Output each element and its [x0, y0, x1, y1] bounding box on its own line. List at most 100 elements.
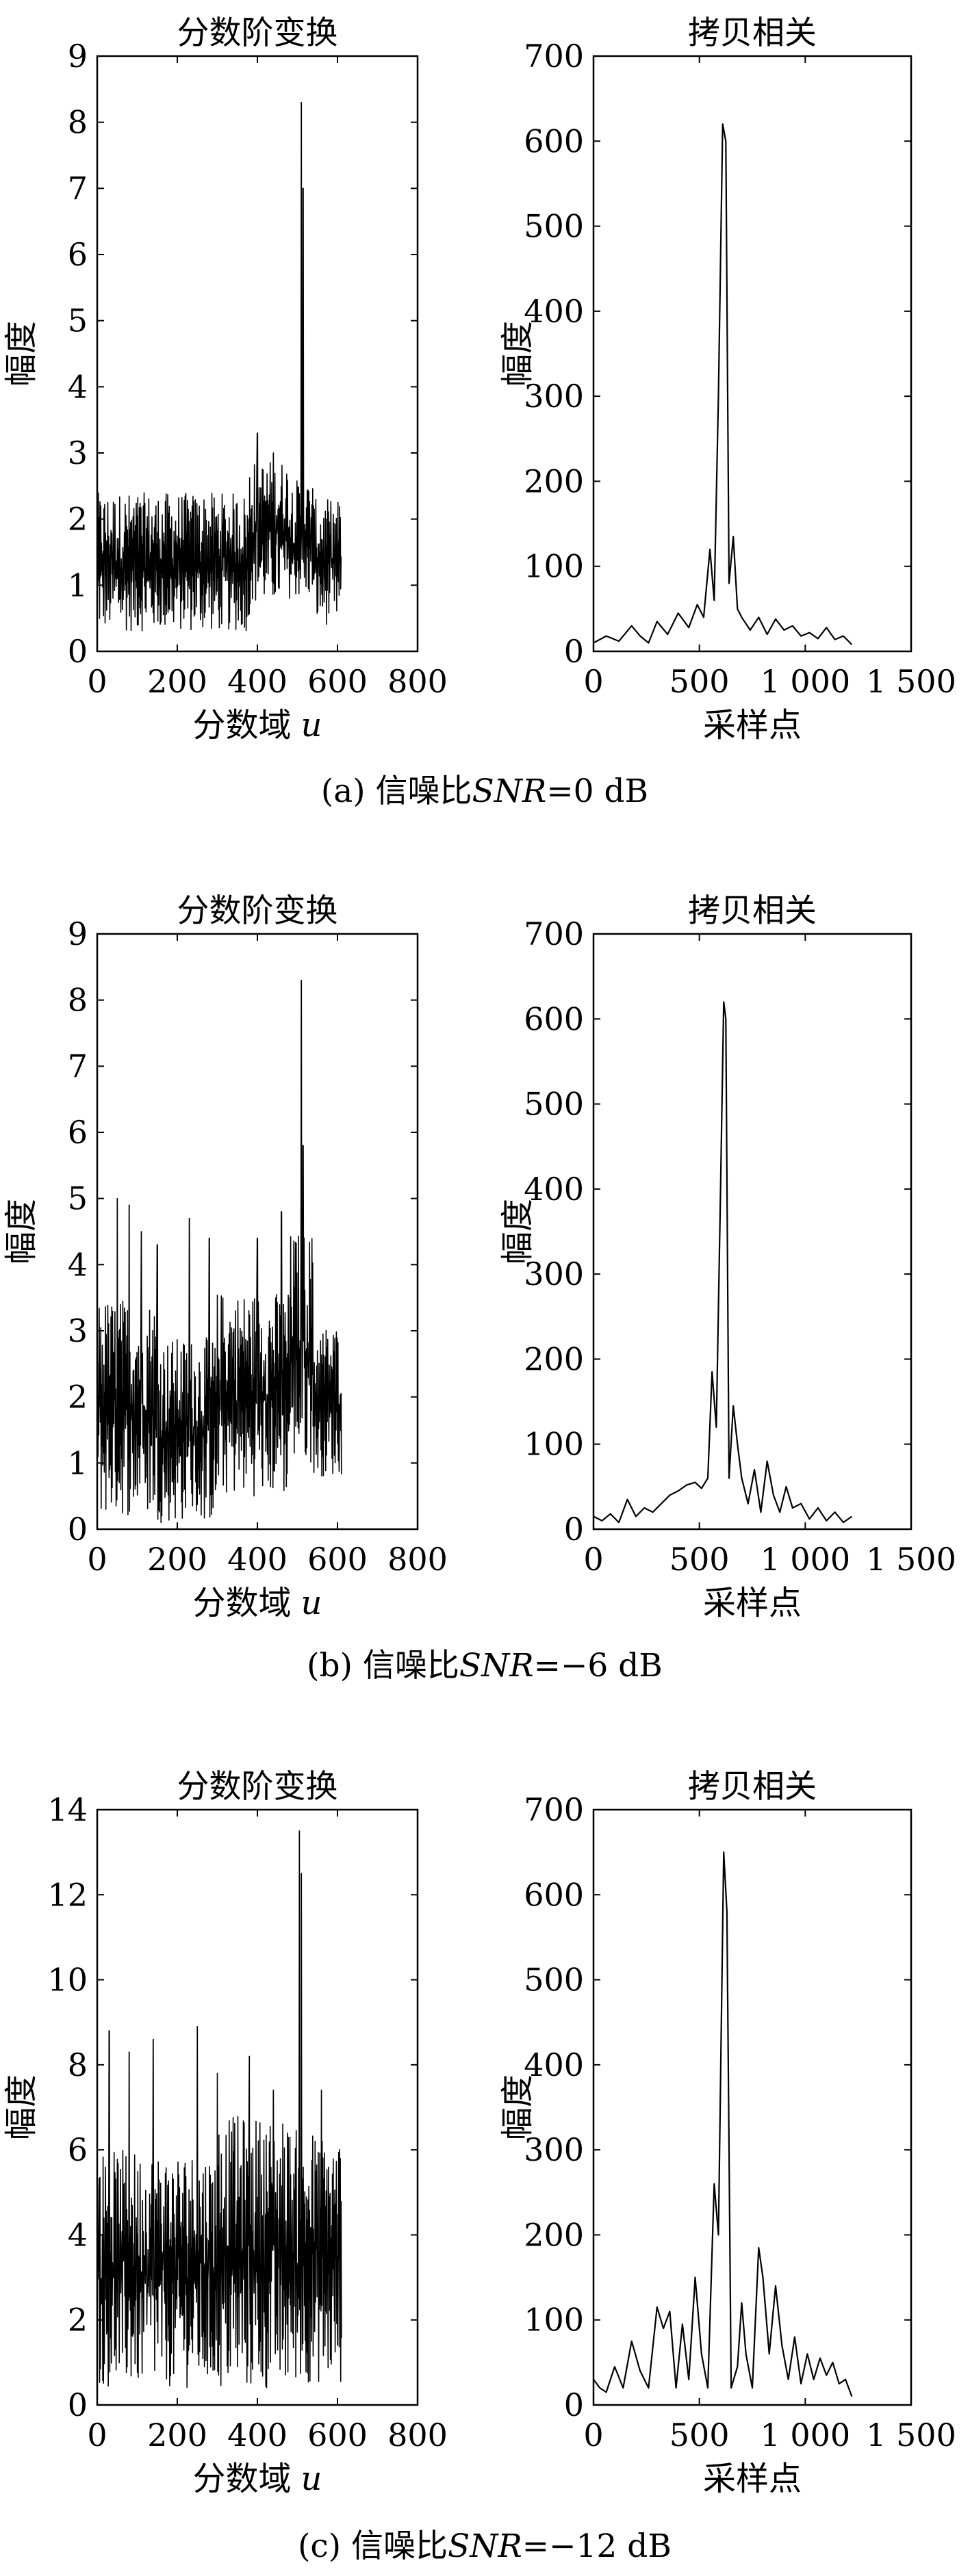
x-tick-label: 0 [87, 663, 107, 700]
y-tick-label: 5 [68, 302, 88, 339]
panel-caption: (c) 信噪比SNR=−12 dB [298, 2527, 672, 2565]
x-axis-label: 分数域 u [193, 706, 322, 744]
y-tick-label: 100 [524, 1426, 584, 1463]
x-tick-label: 200 [147, 663, 207, 700]
y-tick-label: 8 [68, 982, 88, 1019]
x-tick-label: 1 000 [760, 663, 850, 700]
caption-symbol: SNR [448, 2527, 522, 2565]
x-axis-label-text: 采样点 [703, 706, 802, 744]
y-tick-label: 9 [68, 38, 88, 75]
y-tick-label: 7 [68, 170, 88, 207]
y-tick-label: 200 [524, 2216, 584, 2253]
x-tick-label: 1 000 [760, 1541, 850, 1578]
x-tick-label: 0 [87, 1541, 107, 1578]
y-tick-label: 12 [47, 1876, 88, 1913]
y-tick-label: 9 [68, 915, 88, 952]
y-tick-label: 200 [524, 463, 584, 499]
y-tick-label: 200 [524, 1340, 584, 1377]
x-tick-label: 400 [227, 663, 288, 700]
y-tick-label: 10 [47, 1962, 88, 1999]
x-tick-label: 500 [669, 2417, 730, 2454]
caption-label: (b) 信噪比 [307, 1647, 459, 1684]
y-tick-label: 3 [68, 434, 88, 471]
x-axis-label-text: 采样点 [703, 2460, 802, 2498]
y-tick-label: 0 [68, 1511, 88, 1548]
y-tick-label: 600 [524, 1876, 584, 1913]
y-axis-label: 幅度 [2, 2074, 40, 2140]
y-axis-label: 幅度 [498, 2074, 537, 2140]
x-tick-label: 600 [307, 663, 368, 700]
chart-title: 分数阶变换 [177, 1768, 338, 1806]
chart-title: 拷贝相关 [688, 14, 817, 52]
y-tick-label: 700 [524, 1791, 584, 1828]
x-axis-label: 采样点 [703, 706, 802, 744]
x-tick-label: 800 [387, 1541, 448, 1578]
y-tick-label: 300 [524, 2131, 584, 2168]
x-tick-label: 400 [227, 1541, 288, 1578]
x-tick-label: 1 500 [866, 663, 956, 700]
x-tick-label: 600 [307, 2417, 368, 2454]
x-axis-symbol: u [301, 1584, 322, 1622]
axes-frame [592, 933, 912, 1531]
y-tick-label: 500 [524, 1962, 584, 1999]
caption-value: =−6 dB [534, 1647, 663, 1684]
x-tick-label: 800 [387, 663, 448, 700]
y-tick-label: 0 [564, 2386, 584, 2423]
x-axis-label-text: 分数域 [193, 2460, 292, 2498]
series-line [593, 123, 853, 645]
series-line [593, 1001, 853, 1524]
caption-value: =−12 dB [522, 2527, 672, 2565]
y-tick-label: 400 [524, 1171, 584, 1208]
series-line [97, 979, 342, 1523]
x-axis-label-text: 分数域 [193, 706, 292, 744]
x-tick-label: 0 [87, 2417, 107, 2454]
copy-correlation-chart: 拷贝相关 0 100 200 300 400 500 600 700 0 500 1 000 1 500… [498, 14, 956, 744]
y-tick-label: 0 [564, 633, 584, 670]
y-tick-label: 700 [524, 38, 584, 75]
caption-value: =0 dB [546, 772, 648, 810]
y-axis-label: 幅度 [498, 1199, 537, 1264]
panel-caption: (b) 信噪比SNR=−6 dB [307, 1647, 663, 1684]
y-tick-label: 2 [68, 501, 88, 538]
caption-label: (a) 信噪比 [321, 772, 472, 810]
x-tick-label: 1 500 [866, 2417, 956, 2454]
y-tick-label: 4 [68, 368, 88, 405]
x-axis-symbol: u [301, 2460, 322, 2498]
chart-title: 分数阶变换 [177, 14, 338, 52]
y-tick-label: 400 [524, 293, 584, 330]
y-tick-label: 100 [524, 548, 584, 585]
y-tick-label: 5 [68, 1180, 88, 1217]
chart-title: 分数阶变换 [177, 892, 338, 930]
x-axis-label: 分数域 u [193, 1584, 322, 1622]
y-tick-label: 6 [68, 1114, 88, 1151]
y-tick-label: 8 [68, 104, 88, 141]
axes-frame [592, 1808, 912, 2406]
y-tick-label: 8 [68, 2046, 88, 2083]
copy-correlation-chart: 拷贝相关 0 100 200 300 400 500 600 700 0 500 1 000 1 500… [498, 892, 956, 1622]
y-tick-label: 700 [524, 915, 584, 952]
x-tick-label: 1 500 [866, 1541, 956, 1578]
y-tick-label: 600 [524, 1000, 584, 1037]
y-tick-label: 1 [68, 1444, 88, 1481]
y-tick-label: 1 [68, 567, 88, 603]
caption-symbol: SNR [472, 772, 547, 810]
x-tick-label: 400 [227, 2417, 288, 2454]
x-tick-label: 600 [307, 1541, 368, 1578]
caption-label: (c) 信噪比 [298, 2527, 448, 2565]
x-axis-label-text: 采样点 [703, 1584, 802, 1622]
x-tick-label: 800 [387, 2417, 448, 2454]
x-tick-label: 0 [583, 2417, 603, 2454]
y-tick-label: 4 [68, 1246, 88, 1283]
y-tick-label: 300 [524, 1256, 584, 1292]
y-tick-label: 2 [68, 1379, 88, 1416]
x-tick-label: 200 [147, 2417, 207, 2454]
series-line [97, 1830, 342, 2389]
caption-symbol: SNR [459, 1647, 534, 1684]
y-tick-label: 300 [524, 378, 584, 415]
axes-frame [592, 55, 912, 653]
